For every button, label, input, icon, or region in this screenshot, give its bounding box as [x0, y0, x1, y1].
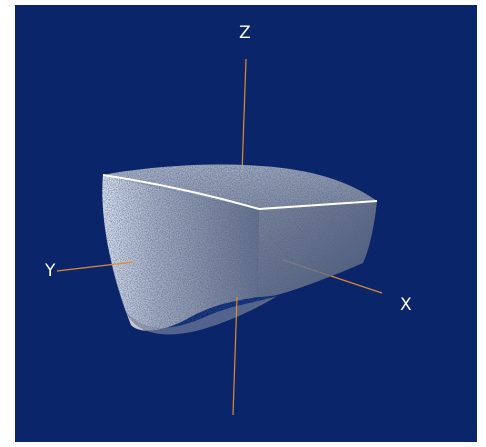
z-axis-lower [232, 296, 238, 416]
x-axis-label: X [400, 295, 412, 315]
top-edge-right [258, 200, 378, 210]
point-cloud-scene[interactable] [15, 5, 477, 442]
y-axis-label: Y [45, 261, 56, 281]
point-cloud [102, 164, 378, 335]
z-axis-upper [241, 58, 247, 174]
top-edge-left [102, 174, 260, 210]
y-axis [56, 261, 134, 272]
3d-viewport[interactable]: Z Y X [15, 5, 477, 442]
z-axis-label: Z [239, 23, 251, 43]
